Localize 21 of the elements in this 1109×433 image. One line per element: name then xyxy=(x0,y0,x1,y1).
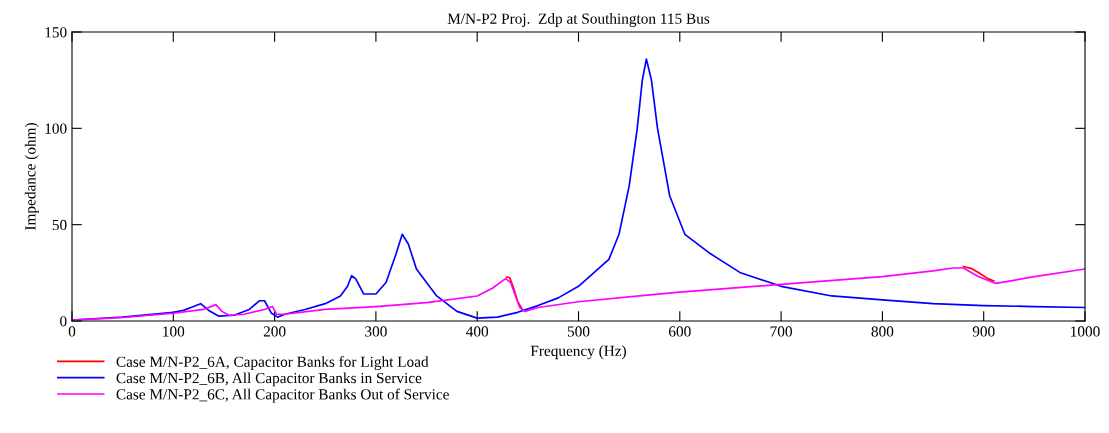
x-tick-label: 400 xyxy=(466,326,489,337)
y-tick-label: 50 xyxy=(52,219,67,231)
y-tick-label: 150 xyxy=(45,27,67,38)
x-tick-label: 600 xyxy=(669,326,691,337)
x-tick-label: 300 xyxy=(365,326,387,337)
x-tick-label: 0 xyxy=(68,326,76,337)
x-tick-label: 700 xyxy=(770,326,792,337)
legend-label: Case M/N-P2_6C, All Capacitor Banks Out of Service xyxy=(116,388,449,403)
x-tick-label: 200 xyxy=(263,326,286,337)
legend-label: Case M/N-P2_6B, All Capacitor Banks in Service xyxy=(116,372,422,387)
chart-title: M/N-P2 Proj. Zdp at Southington 115 Bus xyxy=(447,13,710,27)
x-tick-label: 1000 xyxy=(1071,326,1100,337)
y-tick-label: 100 xyxy=(45,123,67,134)
x-axis-title: Frequency (Hz) xyxy=(530,345,626,360)
legend-label: Case M/N-P2_6A, Capacitor Banks for Light Load xyxy=(116,356,429,371)
x-tick-label: 500 xyxy=(567,326,590,337)
x-tick-label: 800 xyxy=(871,326,894,337)
x-tick-label: 100 xyxy=(163,326,185,337)
y-axis-title: Impedance (ohm) xyxy=(24,123,39,231)
x-tick-label: 900 xyxy=(972,326,995,337)
y-tick-label: 0 xyxy=(60,316,67,327)
